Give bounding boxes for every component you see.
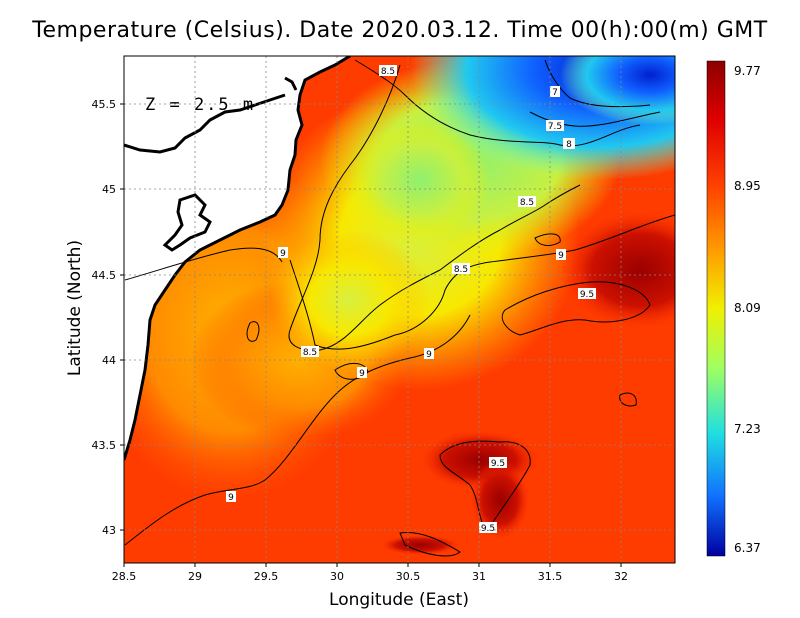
contour-label: 7	[552, 88, 558, 98]
contour-label: 9.5	[491, 459, 505, 469]
x-tick-label: 32	[614, 570, 628, 583]
contour-label: 9	[280, 249, 286, 259]
x-tick-label: 29.5	[254, 570, 279, 583]
temperature-field: 8.5 7 7.5 8 8.5 9 8.5 9 9.5 8.5 9 9 9.5 …	[124, 56, 675, 563]
x-tick-label: 31.5	[538, 570, 563, 583]
contour-label: 8	[566, 140, 572, 150]
y-tick-label: 45.5	[92, 98, 117, 111]
y-tick-label: 43.5	[92, 439, 117, 452]
contour-label: 8.5	[381, 67, 395, 77]
map-title: Temperature (Celsius). Date 2020.03.12. …	[32, 18, 768, 43]
x-tick-label: 28.5	[112, 570, 137, 583]
contour-label: 9.5	[481, 524, 495, 534]
contour-label: 9	[426, 350, 432, 360]
colorbar-label: 8.95	[734, 179, 761, 193]
x-tick-label: 31	[472, 570, 486, 583]
x-tick-label: 30	[330, 570, 344, 583]
contour-label: 8.5	[303, 348, 317, 358]
y-tick-label: 43	[102, 524, 116, 537]
contour-label: 9	[359, 369, 365, 379]
y-axis-label: Latitude (North)	[65, 239, 85, 377]
y-tick-label: 44	[102, 354, 116, 367]
colorbar-label: 8.09	[734, 301, 761, 315]
y-tick-label: 44.5	[92, 269, 117, 282]
colorbar-label: 6.37	[734, 541, 761, 555]
x-tick-label: 30.5	[396, 570, 421, 583]
contour-label: 9	[228, 493, 234, 503]
contour-label: 8.5	[520, 198, 534, 208]
contour-label: 9	[558, 251, 564, 261]
x-axis-label: Longitude (East)	[329, 590, 469, 610]
colorbar-label: 7.23	[734, 422, 761, 436]
y-tick-label: 45	[102, 183, 116, 196]
colorbar: 9.77 8.95 8.09 7.23 6.37	[706, 60, 761, 557]
colorbar-label: 9.77	[734, 64, 761, 78]
contour-label: 8.5	[454, 265, 468, 275]
depth-label: Z = 2.5 m	[145, 95, 255, 115]
contour-label: 7.5	[548, 122, 562, 132]
x-tick-label: 29	[188, 570, 202, 583]
contour-label: 9.5	[580, 290, 594, 300]
